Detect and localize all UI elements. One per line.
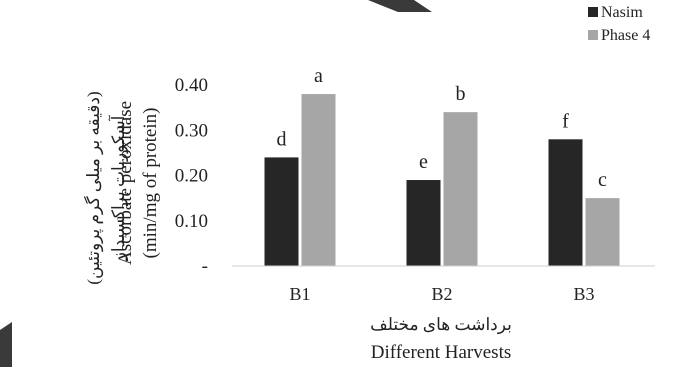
legend-label-series-2: Phase 4 (601, 27, 650, 44)
y-tick-label: - (202, 256, 208, 277)
y-axis-title-english-2: (min/mg of protein) (140, 108, 161, 259)
bar-b2-series-1 (406, 180, 441, 266)
significance-letter-b2-series-2: b (456, 83, 466, 105)
significance-letter-b1-series-1: d (277, 128, 287, 150)
significance-letter-b3-series-2: c (598, 169, 607, 191)
y-axis-title-persian-2: (دقیقه بر میلی گرم پروتئین) (83, 91, 104, 284)
legend-swatch-series-1 (588, 7, 598, 17)
x-tick-label-b1: B1 (289, 284, 310, 304)
y-axis-title-persian-1: آسکوربات پراکسیداز (107, 114, 129, 261)
x-axis-title-english: Different Harvests (371, 342, 512, 363)
bars-group (264, 94, 620, 267)
y-tick-label: 0.20 (175, 166, 208, 187)
bar-b2-series-2 (443, 112, 478, 267)
x-categories-group: B1 B2 B3 (289, 284, 594, 304)
y-tick-label: 0.30 (175, 120, 208, 141)
significance-letter-b2-series-1: e (419, 151, 428, 173)
bar-b3-series-2 (585, 198, 620, 266)
letters-group: d a e b f c (277, 65, 608, 191)
y-axis-title-english-1: Ascorbate peroxidase (115, 101, 136, 265)
x-tick-label-b3: B3 (573, 284, 594, 304)
x-axis-title-persian: برداشت های مختلف (370, 315, 512, 335)
legend: Nasim Phase 4 (588, 4, 650, 44)
significance-letter-b1-series-2: a (314, 65, 323, 87)
legend-swatch-series-2 (588, 30, 598, 40)
decor-bottom-left-shape (0, 322, 12, 367)
bar-b3-series-1 (548, 139, 583, 266)
bar-b1-series-2 (301, 94, 336, 266)
y-ticks-group: - 0.10 0.20 0.30 0.40 (175, 75, 208, 277)
decor-top-shape (368, 0, 432, 12)
y-tick-label: 0.40 (175, 75, 208, 96)
y-tick-label: 0.10 (175, 211, 208, 232)
bar-b1-series-1 (264, 157, 299, 266)
significance-letter-b3-series-1: f (562, 110, 569, 132)
legend-label-series-1: Nasim (601, 4, 643, 21)
x-tick-label-b2: B2 (431, 284, 452, 304)
